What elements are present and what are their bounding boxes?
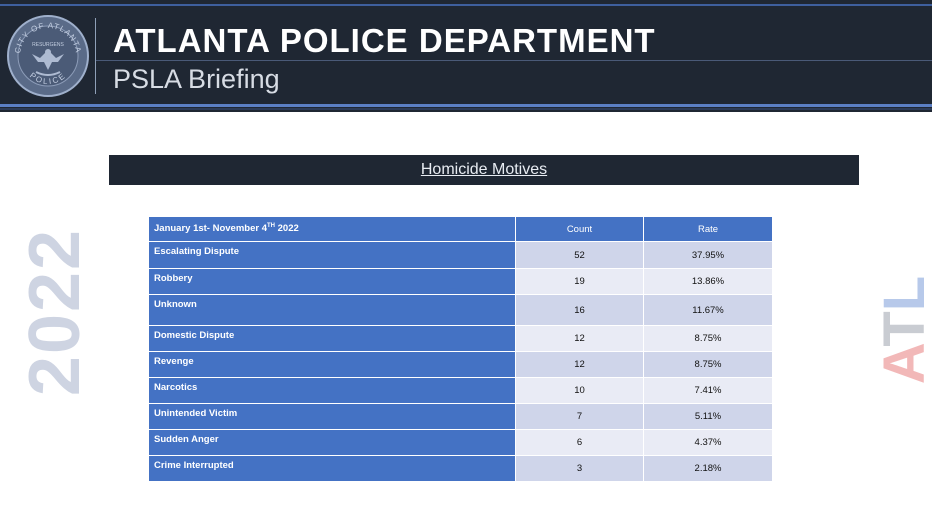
count-cell: 6 xyxy=(515,429,644,456)
rate-cell: 4.37% xyxy=(643,429,773,456)
table-row: Escalating Dispute 52 37.95% xyxy=(148,241,773,269)
section-banner: Homicide Motives xyxy=(109,155,859,185)
police-seal-icon: CITY OF ATLANTA POLICE RESURGENS xyxy=(7,15,89,97)
header-top-line xyxy=(0,4,932,6)
count-cell: 19 xyxy=(515,268,644,295)
motive-label: Unintended Victim xyxy=(148,403,516,430)
motive-label: Revenge xyxy=(148,351,516,378)
table-header-row: January 1st- November 4TH 2022 Count Rat… xyxy=(148,216,773,242)
table-row: Crime Interrupted 3 2.18% xyxy=(148,455,773,482)
table-row: Unintended Victim 7 5.11% xyxy=(148,403,773,430)
rate-header: Rate xyxy=(643,216,773,242)
rate-cell: 8.75% xyxy=(643,351,773,378)
svg-text:2022: 2022 xyxy=(20,228,90,396)
count-cell: 3 xyxy=(515,455,644,482)
atl-brand-logo: ATL xyxy=(876,276,932,384)
section-title: Homicide Motives xyxy=(420,161,548,178)
motive-label: Sudden Anger xyxy=(148,429,516,456)
rate-cell: 13.86% xyxy=(643,268,773,295)
side-year-watermark: 2022 xyxy=(20,228,90,396)
page-title: ATLANTA POLICE DEPARTMENT xyxy=(113,22,656,59)
count-cell: 7 xyxy=(515,403,644,430)
motive-label: Crime Interrupted xyxy=(148,455,516,482)
count-cell: 16 xyxy=(515,294,644,326)
header-bottom-line xyxy=(0,104,932,107)
header-divider xyxy=(95,18,96,94)
count-header: Count xyxy=(515,216,644,242)
table-row: Revenge 12 8.75% xyxy=(148,351,773,378)
rate-cell: 2.18% xyxy=(643,455,773,482)
header-bar: CITY OF ATLANTA POLICE RESURGENS ATLANTA… xyxy=(0,0,932,112)
svg-text:RESURGENS: RESURGENS xyxy=(32,42,64,48)
homicide-motives-table: January 1st- November 4TH 2022 Count Rat… xyxy=(148,216,773,482)
count-cell: 52 xyxy=(515,241,644,269)
period-header: January 1st- November 4TH 2022 xyxy=(148,216,516,242)
motive-label: Escalating Dispute xyxy=(148,241,516,269)
rate-cell: 37.95% xyxy=(643,241,773,269)
table-row: Robbery 19 13.86% xyxy=(148,268,773,295)
motive-label: Robbery xyxy=(148,268,516,295)
motive-label: Narcotics xyxy=(148,377,516,404)
svg-text:ATL: ATL xyxy=(876,276,932,384)
count-cell: 12 xyxy=(515,325,644,352)
motive-label: Domestic Dispute xyxy=(148,325,516,352)
count-cell: 10 xyxy=(515,377,644,404)
table-row: Sudden Anger 6 4.37% xyxy=(148,429,773,456)
rate-cell: 8.75% xyxy=(643,325,773,352)
table-row: Domestic Dispute 12 8.75% xyxy=(148,325,773,352)
table-row: Narcotics 10 7.41% xyxy=(148,377,773,404)
rate-cell: 7.41% xyxy=(643,377,773,404)
header-bottom-line-2 xyxy=(0,108,932,110)
header-rule xyxy=(96,60,932,61)
rate-cell: 11.67% xyxy=(643,294,773,326)
rate-cell: 5.11% xyxy=(643,403,773,430)
count-cell: 12 xyxy=(515,351,644,378)
page-subtitle: PSLA Briefing xyxy=(113,64,280,94)
table-row: Unknown 16 11.67% xyxy=(148,294,773,326)
motive-label: Unknown xyxy=(148,294,516,326)
